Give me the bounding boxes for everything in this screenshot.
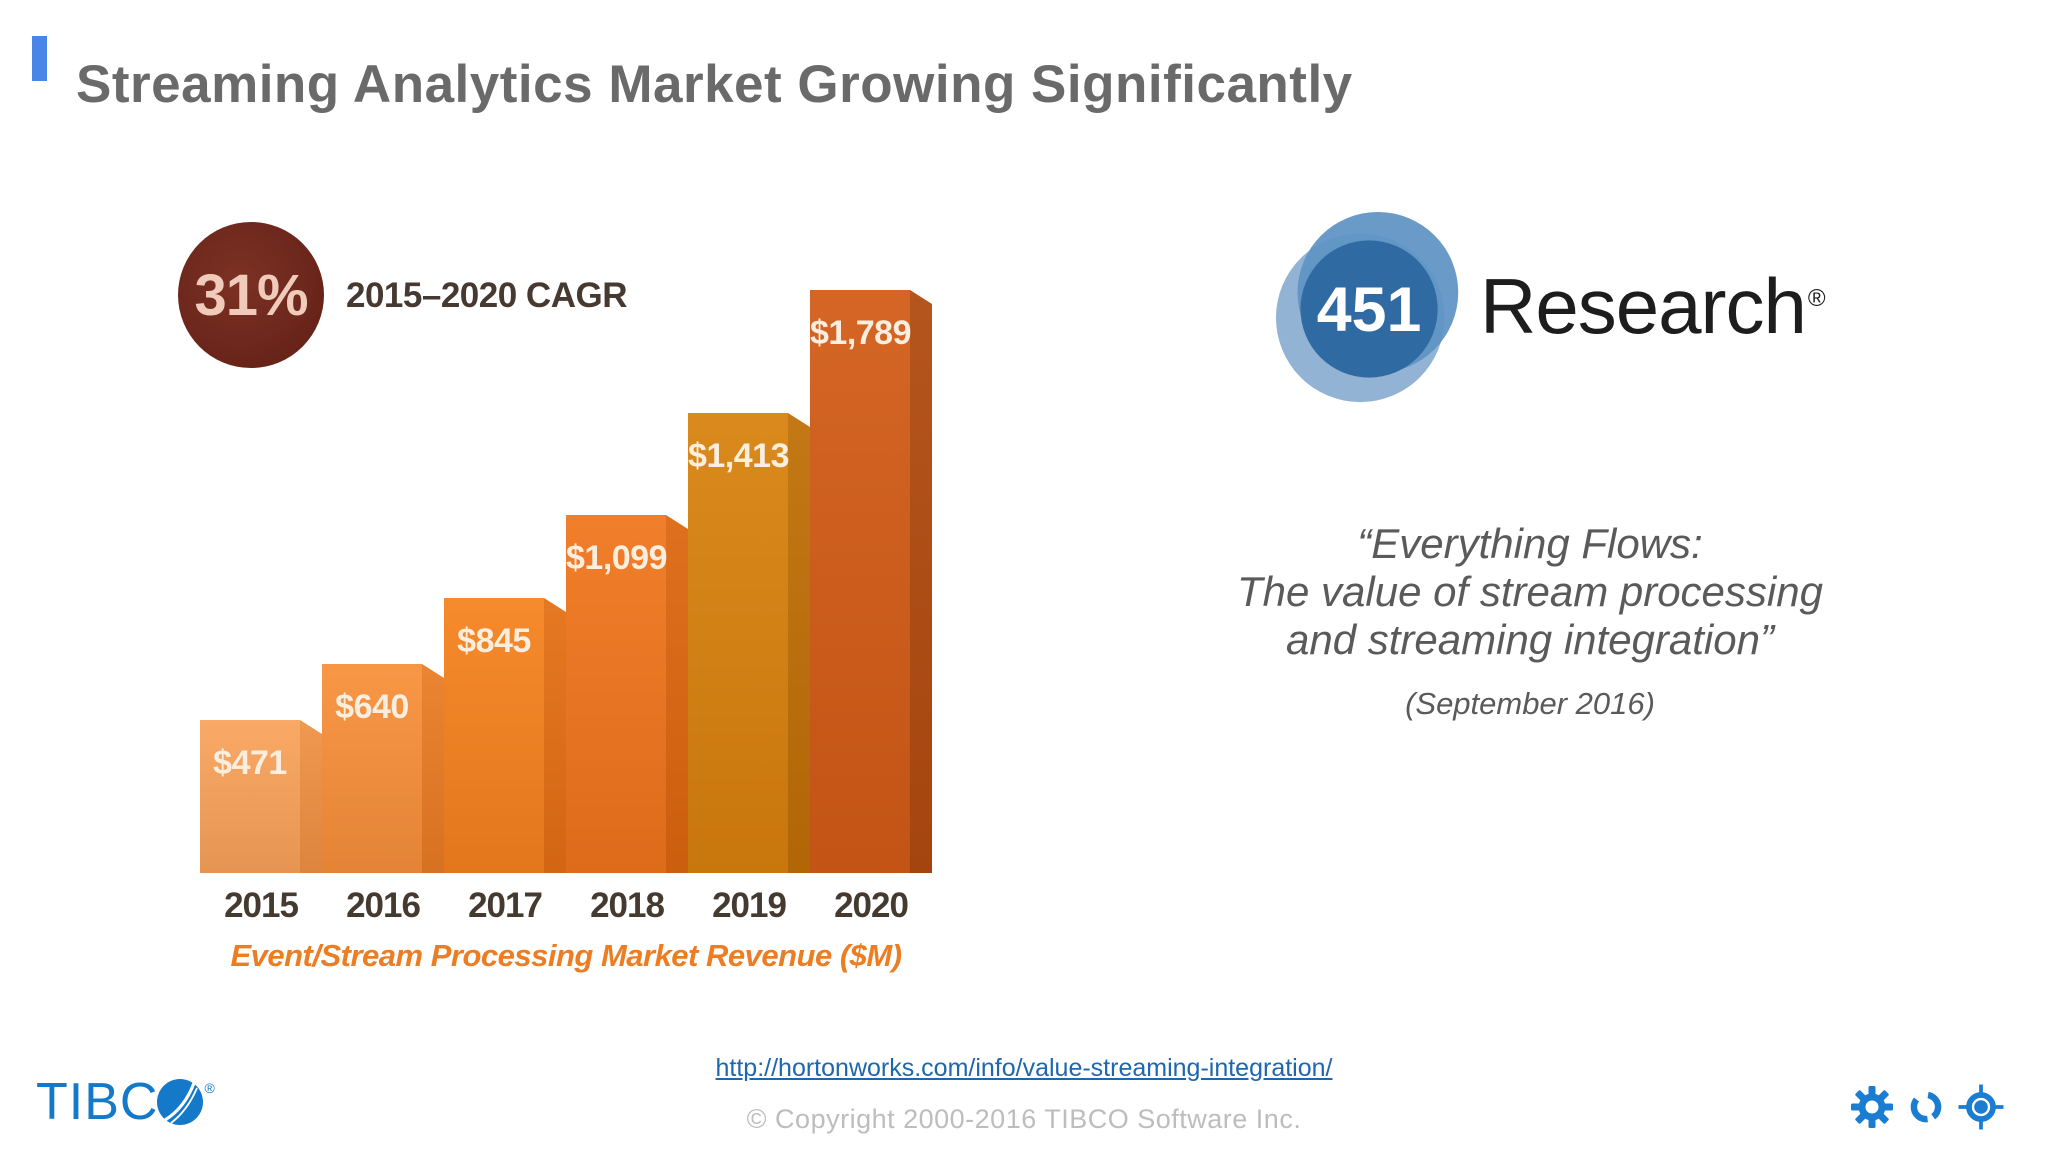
bar-2018: $1,099	[566, 515, 688, 873]
x-axis-label-2020: 2020	[834, 886, 909, 925]
bar-value-label: $1,099	[566, 539, 667, 577]
bar-2016: $640	[322, 664, 444, 873]
copyright-text: © Copyright 2000-2016 TIBCO Software Inc…	[746, 1104, 1302, 1134]
research-logo-number: 451	[1317, 275, 1422, 345]
target-icon	[1958, 1084, 2004, 1130]
cagr-value: 31%	[194, 262, 308, 328]
ring-icon	[1910, 1091, 1942, 1123]
bar-2017: $845	[444, 598, 566, 873]
bar-value-label: $640	[335, 688, 409, 726]
x-axis-label-2019: 2019	[712, 886, 787, 925]
cagr-label: 2015–2020 CAGR	[346, 276, 627, 315]
bar-value-label: $1,789	[810, 314, 911, 352]
registered-mark: ®	[1807, 284, 1826, 312]
x-axis-labels: 2015 2016 2017 2018 2019 2020	[200, 886, 932, 926]
bar-value-label: $845	[457, 622, 531, 660]
gear-icon	[1851, 1086, 1893, 1128]
footer-icons	[1850, 1084, 2004, 1130]
tibco-logo: TIBC ®	[36, 1073, 215, 1131]
registered-mark: ®	[204, 1080, 215, 1096]
x-axis-label-2017: 2017	[468, 886, 543, 925]
bar-value-label: $1,413	[688, 437, 789, 475]
tibco-logo-text: TIBC	[36, 1073, 159, 1131]
quote-line: and streaming integration”	[1286, 616, 1774, 663]
research-logo-circles-icon: 451	[1275, 211, 1459, 403]
tibco-o-swoosh-icon	[157, 1079, 204, 1125]
bar-plot: $471 $640 $845 $1,099 $1,413 $1,789	[200, 290, 932, 873]
bar-2015: $471	[200, 720, 322, 873]
quote-line: The value of stream processing	[1237, 568, 1823, 615]
x-axis-label-2015: 2015	[224, 886, 299, 925]
bar-2019: $1,413	[688, 413, 810, 873]
x-axis-label-2016: 2016	[346, 886, 421, 925]
quote-line: “Everything Flows:	[1357, 520, 1703, 567]
chart-caption: Event/Stream Processing Market Revenue (…	[230, 938, 902, 973]
footer-link-wrap: http://hortonworks.com/info/value-stream…	[0, 1054, 2048, 1083]
hortonworks-link[interactable]: http://hortonworks.com/info/value-stream…	[715, 1054, 1333, 1082]
title-accent-bar	[32, 36, 47, 81]
x-axis-label-2018: 2018	[590, 886, 665, 925]
quote-date: (September 2016)	[1405, 686, 1655, 721]
research-logo: 451 Research®	[1274, 208, 1825, 408]
quote-block: “Everything Flows: The value of stream p…	[1150, 520, 1910, 722]
bar-2020: $1,789	[810, 290, 932, 873]
cagr-badge: 31%	[178, 222, 324, 368]
bar-value-label: $471	[213, 744, 287, 782]
research-logo-name: Research®	[1480, 261, 1826, 350]
page-title: Streaming Analytics Market Growing Signi…	[76, 54, 1353, 114]
